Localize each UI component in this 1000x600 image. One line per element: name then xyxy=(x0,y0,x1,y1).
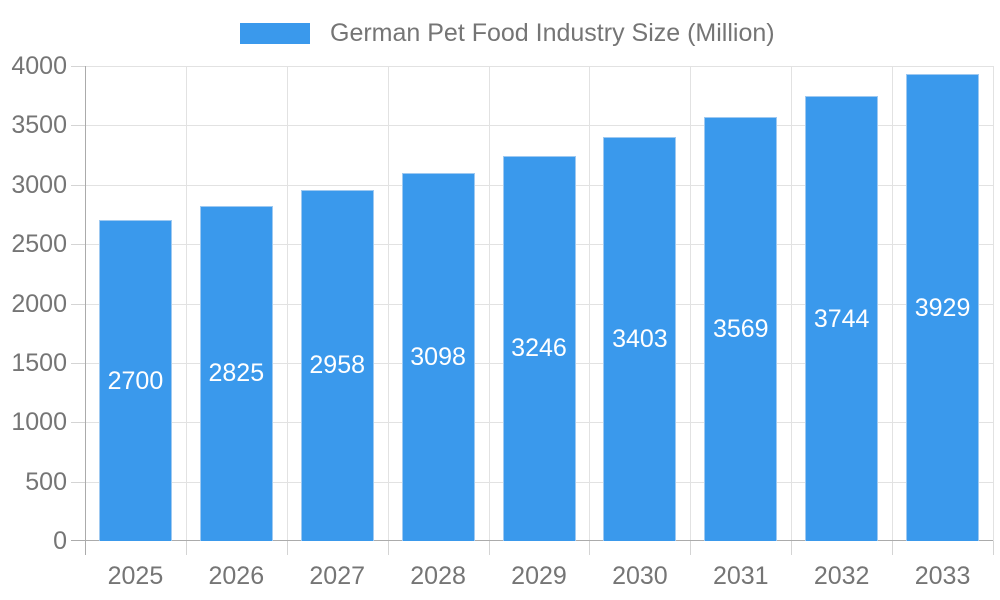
gridline-v xyxy=(489,66,490,541)
legend-label: German Pet Food Industry Size (Million) xyxy=(330,19,775,47)
x-tick-label: 2028 xyxy=(410,562,466,590)
x-axis-tick xyxy=(589,541,590,555)
gridline-h xyxy=(85,66,993,67)
bar[interactable] xyxy=(199,205,273,541)
bar-value-label: 3246 xyxy=(511,334,567,363)
bar-value-label: 3569 xyxy=(712,315,769,344)
y-tick-label: 2000 xyxy=(11,289,67,318)
y-tick-label: 3000 xyxy=(11,170,67,199)
bar[interactable] xyxy=(704,117,778,541)
y-tick-label: 4000 xyxy=(11,52,67,80)
x-tick-label: 2031 xyxy=(712,562,769,590)
x-axis-tick xyxy=(287,541,288,555)
chart-legend-item[interactable]: German Pet Food Industry Size (Million) xyxy=(240,20,775,46)
y-tick-label: 1500 xyxy=(11,348,67,377)
y-tick-label: 0 xyxy=(53,527,67,555)
x-axis-tick xyxy=(690,541,691,555)
y-tick-label: 3500 xyxy=(11,111,67,140)
bar-value-label: 3098 xyxy=(410,343,466,372)
bar-value-label: 2958 xyxy=(309,351,366,380)
y-axis-tick xyxy=(71,244,85,245)
y-axis-tick xyxy=(71,185,85,186)
bar[interactable] xyxy=(805,96,879,541)
gridline-v xyxy=(287,66,288,541)
x-tick-label: 2029 xyxy=(511,562,567,590)
x-tick-label: 2027 xyxy=(309,562,366,590)
y-axis-tick xyxy=(71,482,85,483)
bar-value-label: 2700 xyxy=(107,366,164,395)
bar-value-label: 3744 xyxy=(813,304,870,333)
gridline-v xyxy=(388,66,389,541)
gridline-v xyxy=(993,66,994,541)
gridline-v xyxy=(791,66,792,541)
plot-area: 0 500 1000 1500 2000 2500 3000 3500 4000 2700 2025… xyxy=(11,52,994,590)
y-tick-label: 500 xyxy=(25,467,67,496)
bar-value-label: 2825 xyxy=(208,359,265,388)
gridline-v xyxy=(892,66,893,541)
x-axis-tick xyxy=(791,541,792,555)
x-tick-label: 2033 xyxy=(914,562,971,590)
y-tick-label: 2500 xyxy=(11,230,67,259)
y-axis-tick xyxy=(71,363,85,364)
bar[interactable] xyxy=(300,189,374,541)
x-axis-tick xyxy=(489,541,490,555)
x-axis-tick xyxy=(388,541,389,555)
y-axis-tick xyxy=(71,66,85,67)
x-axis-tick xyxy=(993,541,994,555)
y-axis-tick xyxy=(71,125,85,126)
bar-value-label: 3929 xyxy=(914,293,971,322)
y-axis-line xyxy=(85,66,86,555)
y-axis-tick xyxy=(71,422,85,423)
bar[interactable] xyxy=(603,136,677,541)
y-axis-tick xyxy=(71,304,85,305)
bar[interactable] xyxy=(906,74,980,541)
bar[interactable] xyxy=(401,173,475,541)
gridline-v xyxy=(589,66,590,541)
x-axis-tick xyxy=(892,541,893,555)
bar[interactable] xyxy=(98,220,172,541)
x-tick-label: 2030 xyxy=(612,562,668,590)
x-tick-label: 2032 xyxy=(813,562,870,590)
gridline-v xyxy=(186,66,187,541)
x-tick-label: 2025 xyxy=(107,562,164,590)
x-tick-label: 2026 xyxy=(208,562,265,590)
legend-swatch xyxy=(240,22,310,44)
gridline-v xyxy=(690,66,691,541)
gridline-h xyxy=(85,125,993,126)
bar[interactable] xyxy=(502,155,576,541)
y-tick-label: 1000 xyxy=(11,408,67,437)
x-axis-tick xyxy=(186,541,187,555)
bar-value-label: 3403 xyxy=(612,324,668,353)
